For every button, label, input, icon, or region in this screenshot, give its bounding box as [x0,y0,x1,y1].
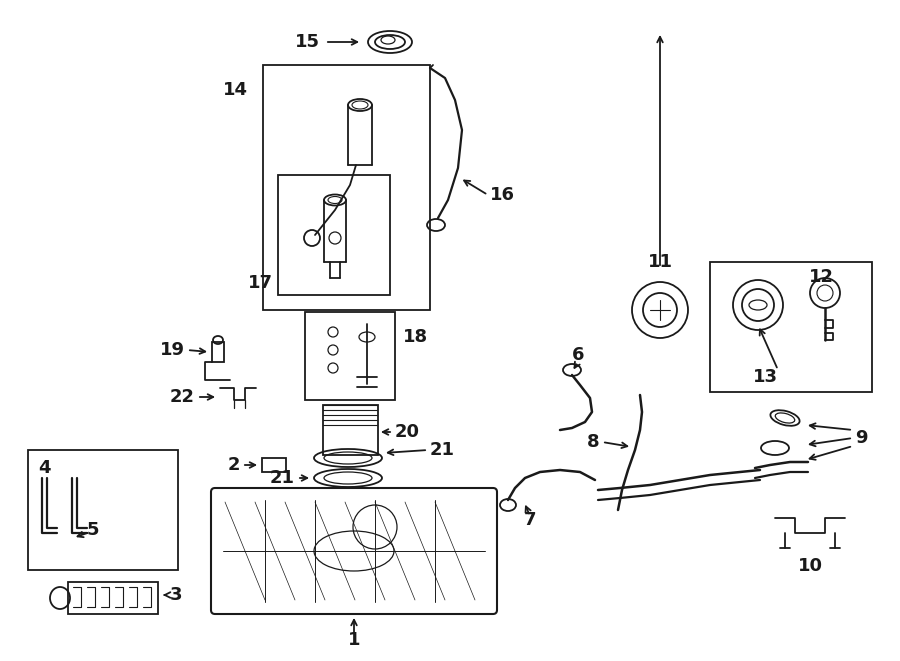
Text: 6: 6 [572,346,584,364]
Text: 8: 8 [588,433,600,451]
Text: 20: 20 [395,423,420,441]
Text: 14: 14 [222,81,248,99]
Text: 22: 22 [170,388,195,406]
Bar [28,450,178,570]
Text: 1: 1 [347,631,360,649]
Text: 10: 10 [797,557,823,575]
Text: 13: 13 [752,368,778,386]
Text: 11: 11 [647,253,672,271]
Text: 15: 15 [295,33,320,51]
Text: 21: 21 [270,469,295,487]
Text: 5: 5 [86,521,99,539]
Text: 16: 16 [490,186,515,204]
Bar [323,405,378,455]
Bar [212,342,224,362]
Text: 21: 21 [430,441,455,459]
Text: 9: 9 [855,429,868,447]
Text: 3: 3 [170,586,183,604]
Text: 4: 4 [38,459,50,477]
Bar [278,175,390,295]
Text: 19: 19 [160,341,185,359]
Text: 17: 17 [248,274,273,292]
Bar [710,262,872,392]
Text: 7: 7 [524,511,536,529]
Bar [262,458,286,472]
Bar [305,312,395,400]
Text: 12: 12 [808,268,833,286]
Text: 2: 2 [228,456,240,474]
Text: 18: 18 [403,328,428,346]
Bar [263,65,430,310]
Bar [68,582,158,614]
